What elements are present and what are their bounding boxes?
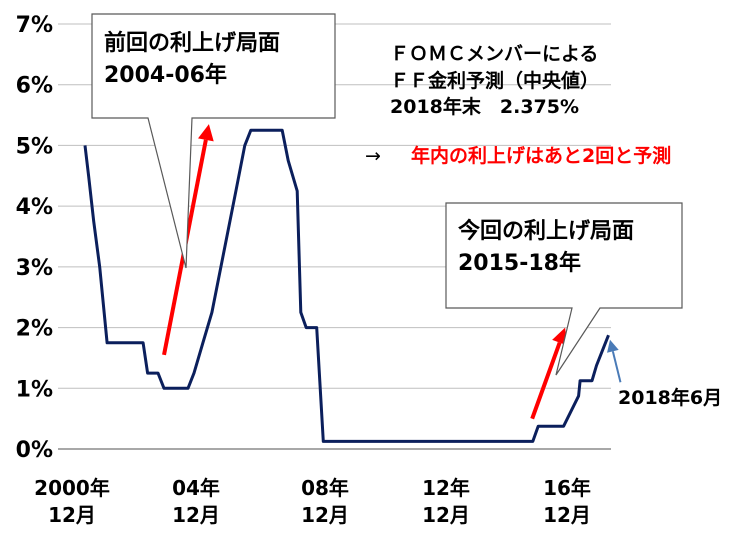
callout-prev-cycle: 前回の利上げ局面 2004-06年 bbox=[91, 13, 336, 269]
y-tick-label: 7% bbox=[16, 13, 53, 38]
callout-prev-cycle-line2: 2004-06年 bbox=[104, 62, 227, 88]
y-tick-label: 1% bbox=[16, 377, 53, 402]
y-tick-label: 4% bbox=[16, 195, 53, 220]
callout-current-cycle-line1: 今回の利上げ局面 bbox=[458, 218, 634, 244]
callout-prev-cycle-line1: 前回の利上げ局面 bbox=[104, 30, 280, 56]
x-tick-label: 2000年 bbox=[34, 476, 110, 500]
fomc-line2: ＦＦ金利予測（中央値） bbox=[390, 69, 599, 92]
x-tick-label: 04年 bbox=[172, 476, 220, 500]
y-axis-ticks: 0% 1% 2% 3% 4% 5% 6% 7% bbox=[16, 13, 53, 463]
y-tick-label: 5% bbox=[16, 134, 53, 159]
callout-current-cycle-box bbox=[445, 202, 683, 376]
arrow-shaft bbox=[530, 341, 562, 420]
y-tick-label: 0% bbox=[16, 438, 53, 463]
x-tick-label: 08年 bbox=[301, 476, 349, 500]
arrow-head bbox=[607, 339, 619, 353]
series-layer bbox=[83, 128, 610, 443]
arrow-head bbox=[552, 327, 568, 346]
last-point-label: 2018年6月 bbox=[618, 386, 722, 409]
x-tick-sublabel: 12月 bbox=[422, 503, 470, 527]
callout-prev-cycle-box bbox=[91, 13, 336, 269]
y-tick-label: 3% bbox=[16, 256, 53, 281]
forecast-arrow: → bbox=[365, 145, 381, 167]
callout-current-cycle-line2: 2015-18年 bbox=[458, 250, 581, 276]
arrow-head bbox=[198, 124, 214, 142]
x-tick-sublabel: 12月 bbox=[172, 503, 220, 527]
fomc-line1: ＦＯＭＣメンバーによる bbox=[390, 43, 598, 65]
arrow-shaft bbox=[611, 351, 622, 383]
y-tick-label: 6% bbox=[16, 74, 53, 99]
forecast-text: 年内の利上げはあと2回と予測 bbox=[411, 144, 671, 167]
y-tick-label: 2% bbox=[16, 317, 53, 342]
x-tick-label: 16年 bbox=[543, 476, 591, 500]
fomc-line3: 2018年末 2.375% bbox=[390, 95, 579, 118]
callout-current-cycle: 今回の利上げ局面 2015-18年 bbox=[445, 202, 683, 376]
x-tick-sublabel: 12月 bbox=[543, 503, 591, 527]
x-tick-sublabel: 12月 bbox=[48, 503, 96, 527]
series-line bbox=[83, 128, 610, 443]
x-tick-label: 12年 bbox=[422, 476, 470, 500]
x-axis-ticks: 2000年 12月 04年 12月 08年 12月 12年 12月 16年 12月 bbox=[34, 476, 591, 527]
x-tick-sublabel: 12月 bbox=[301, 503, 349, 527]
